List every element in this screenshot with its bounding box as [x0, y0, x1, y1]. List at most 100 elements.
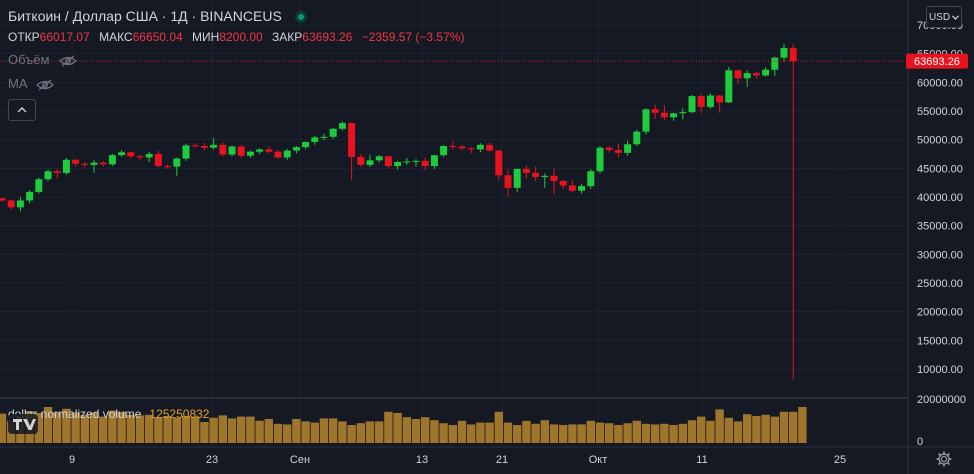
time-axis-label: 13	[416, 454, 428, 466]
volume-axis-label: 0	[917, 436, 923, 448]
volume-indicator-label[interactable]: Объём	[8, 52, 50, 67]
hidden-eye-icon[interactable]	[59, 55, 78, 67]
candle-body	[127, 152, 135, 157]
candle-body	[688, 96, 696, 113]
volume-bar	[384, 411, 393, 443]
candle-body	[219, 144, 227, 155]
volume-bar	[62, 408, 71, 443]
volume-bar	[641, 423, 651, 443]
open-label: ОТКР	[8, 30, 40, 44]
price-axis-label: 60000.00	[917, 77, 963, 89]
candle-body	[0, 198, 6, 201]
candle-body	[532, 172, 540, 177]
candle-body	[145, 154, 153, 158]
volume-bar	[485, 422, 494, 443]
candle-body	[752, 73, 760, 76]
time-axis-label: Сен	[290, 454, 310, 466]
candle-body	[228, 146, 236, 155]
volume-bar	[393, 413, 402, 443]
time-axis-label: 23	[206, 454, 218, 466]
candle-body	[357, 156, 365, 165]
candle-body	[624, 144, 632, 153]
volume-bar	[660, 423, 669, 443]
volume-bar	[531, 423, 540, 443]
candle-body	[762, 69, 770, 76]
candle-body	[449, 145, 457, 147]
symbol-interval[interactable]: 1Д	[170, 8, 188, 24]
candle-body	[578, 186, 586, 191]
price-axis-label: 50000.00	[917, 135, 963, 147]
candle-body	[706, 95, 714, 107]
high-value: 66650.04	[132, 30, 183, 44]
volume-bar	[0, 413, 7, 443]
volume-bar	[421, 417, 430, 443]
candle-body	[191, 145, 199, 147]
volume-pane-legend[interactable]: dollar normalized volume 125250832	[8, 407, 209, 421]
open-value: 66017.07	[39, 30, 90, 44]
candle-body	[329, 128, 337, 137]
candle-body	[210, 144, 218, 148]
price-axis-label: 20000.00	[917, 307, 963, 319]
volume-bar	[163, 416, 172, 443]
candle-body	[771, 57, 779, 70]
symbol-name[interactable]: Биткоин / Доллар США	[8, 8, 158, 24]
low-label: МИН	[192, 30, 220, 44]
volume-pane-label[interactable]: dollar normalized volume	[8, 407, 142, 421]
candle-body	[495, 150, 503, 176]
candle-body	[302, 141, 310, 148]
candle-body	[154, 154, 162, 167]
volume-bar	[172, 417, 181, 443]
settings-gear-icon[interactable]	[936, 451, 952, 467]
time-axis[interactable]: 9 23 Сен 13 21 Окт 11 25	[69, 454, 846, 466]
volume-bar	[559, 425, 568, 443]
volume-bar	[623, 423, 632, 443]
volume-bar	[549, 424, 559, 443]
volume-bar	[356, 423, 365, 443]
volume-bar	[540, 420, 549, 443]
ma-indicator-label[interactable]: MA	[8, 76, 27, 91]
volume-bar	[439, 423, 448, 443]
volume-indicator-legend[interactable]: Объём	[8, 52, 78, 67]
volume-bar	[273, 423, 283, 443]
volume-bar	[292, 419, 301, 443]
volume-bar	[227, 418, 237, 443]
ma-indicator-legend[interactable]: MA	[8, 76, 55, 91]
candle-body	[16, 200, 24, 208]
volume-bar	[586, 420, 595, 443]
market-status-icon[interactable]	[294, 10, 308, 24]
volume-bar	[687, 420, 697, 443]
candle-body	[642, 109, 650, 132]
candle-body	[614, 149, 622, 153]
time-axis-label: Окт	[589, 454, 608, 466]
candle-body	[458, 146, 466, 149]
currency-select[interactable]: USD	[926, 6, 962, 28]
candle-body	[421, 160, 429, 167]
candle-body	[559, 180, 567, 186]
candle-body	[348, 123, 356, 157]
volume-bar	[338, 421, 347, 443]
candle-body	[182, 145, 190, 159]
hidden-eye-icon[interactable]	[36, 79, 55, 91]
volume-bar	[154, 417, 163, 443]
tradingview-logo-icon[interactable]	[8, 414, 38, 434]
candle-body	[568, 185, 576, 191]
candle-body	[274, 151, 282, 158]
volume-bar	[457, 420, 467, 443]
chevron-up-icon	[17, 107, 27, 113]
volume-axis[interactable]: 20000000 0	[917, 394, 966, 448]
candle-body	[118, 152, 126, 156]
symbol-exchange[interactable]: BINANCEUS	[200, 8, 282, 24]
volume-bar	[632, 420, 641, 443]
last-price-label-bg	[906, 53, 968, 69]
collapse-legend-button[interactable]	[8, 99, 36, 121]
candle-body	[716, 95, 724, 103]
volume-bar	[43, 407, 53, 443]
candle-body	[789, 47, 797, 62]
candle-body	[651, 109, 659, 113]
volume-bar	[255, 420, 264, 443]
price-axis[interactable]: 70000.0065000.0060000.0055000.0050000.00…	[917, 20, 963, 376]
volume-bar	[733, 421, 743, 443]
volume-bar	[503, 422, 513, 443]
symbol-title[interactable]: Биткоин / Доллар США · 1Д · BINANCEUS	[8, 8, 308, 24]
